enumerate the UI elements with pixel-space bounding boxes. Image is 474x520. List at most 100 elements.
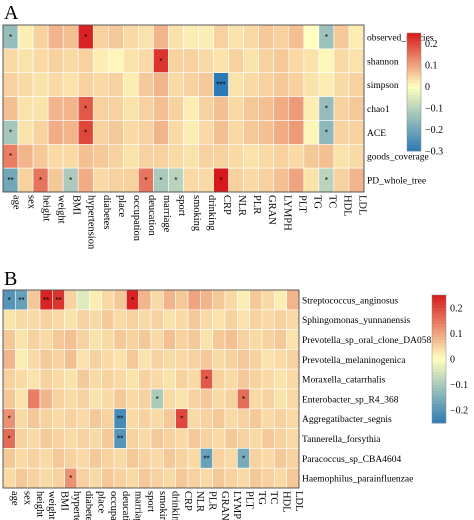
heatmap-cell <box>249 349 263 370</box>
heatmap-cell <box>333 96 350 121</box>
heatmap-cell <box>47 72 64 97</box>
heatmap-cell <box>228 120 244 145</box>
heatmap-cell <box>27 289 41 311</box>
heatmap-cell <box>101 309 115 330</box>
heatmap-cell <box>47 24 64 50</box>
heatmap-cell <box>32 24 49 50</box>
heatmap-cell <box>258 167 275 193</box>
heatmap-cell <box>274 467 287 489</box>
heatmap-cell <box>123 96 139 121</box>
heatmap-cell <box>92 24 109 50</box>
heatmap-cell <box>249 309 263 330</box>
x-tick-label: GRAN <box>266 195 277 225</box>
heatmap-cell <box>113 349 127 370</box>
heatmap-cell <box>286 289 300 311</box>
heatmap-cell <box>17 96 34 121</box>
heatmap-cell <box>183 48 199 74</box>
colorbar-segment <box>432 378 446 382</box>
heatmap-cell <box>101 349 115 370</box>
heatmap-cell <box>212 349 226 370</box>
heatmap-cell <box>17 48 34 74</box>
x-tick-label: hypertension <box>71 491 82 520</box>
colorbar-segment <box>432 381 446 385</box>
heatmap-cell <box>303 167 320 193</box>
heatmap-cell <box>47 120 64 145</box>
colorbar-segment <box>407 133 421 137</box>
heatmap-cell <box>64 368 78 390</box>
heatmap-cell <box>27 329 41 350</box>
heatmap-cell <box>123 167 139 193</box>
colorbar-segment <box>407 92 421 96</box>
significance-mark: ** <box>55 296 61 305</box>
heatmap-cell <box>163 448 176 469</box>
significance-mark: * <box>131 296 134 305</box>
heatmap-cell <box>153 96 169 121</box>
heatmap-cell <box>303 72 320 97</box>
heatmap-cell <box>2 388 16 410</box>
heatmap-cell <box>52 448 65 469</box>
colorbar-tick-label: 0 <box>425 82 430 93</box>
heatmap-cell <box>77 167 94 193</box>
x-tick-label: BMI <box>59 491 70 511</box>
heatmap-cell <box>243 24 260 50</box>
heatmap-cell <box>113 467 127 489</box>
colorbar-segment <box>432 375 446 379</box>
colorbar-segment <box>407 65 421 69</box>
y-tick-label: Sphingomonas_yunnanensis <box>302 316 410 326</box>
heatmap-frame <box>2 24 365 193</box>
heatmap-cell <box>126 329 139 350</box>
heatmap-cell <box>150 408 164 429</box>
colorbar-segment <box>432 362 446 366</box>
heatmap-cell <box>113 289 127 311</box>
colorbar-segment <box>432 387 446 392</box>
heatmap-cell <box>187 428 201 449</box>
heatmap-cell <box>89 368 102 390</box>
x-tick-label: smoking <box>157 491 168 520</box>
heatmap-cell <box>138 309 152 330</box>
heatmap-cell <box>163 368 176 390</box>
heatmap-cell <box>187 349 201 370</box>
heatmap-cell <box>52 428 65 449</box>
x-tick-label: weight <box>56 195 67 224</box>
heatmap-cell <box>150 329 164 350</box>
heatmap-cell <box>101 388 115 410</box>
heatmap-cell <box>76 448 90 469</box>
x-tick-label: CRP <box>221 195 232 215</box>
heatmap-cell <box>64 289 78 311</box>
heatmap-cell <box>348 120 365 145</box>
x-tick-label: weight <box>46 491 57 520</box>
heatmap-cell <box>2 448 16 469</box>
colorbar-segment <box>432 307 446 312</box>
heatmap-cell <box>76 309 90 330</box>
heatmap-cell <box>273 72 290 97</box>
heatmap-cell <box>333 72 350 97</box>
colorbar-segment <box>407 109 421 114</box>
heatmap-cell <box>198 72 214 97</box>
colorbar-segment <box>407 62 421 66</box>
heatmap-cell <box>303 96 320 121</box>
colorbar-segment <box>407 139 421 143</box>
colorbar-segment <box>407 124 421 128</box>
x-tick-label: drinking <box>170 491 181 520</box>
colorbar-segment <box>407 106 421 111</box>
heatmap-cell <box>163 388 176 410</box>
heatmap-cell <box>163 329 176 350</box>
colorbar-segment <box>432 311 446 315</box>
colorbar-tick-label: 0.1 <box>425 61 438 72</box>
heatmap-cell <box>274 309 287 330</box>
heatmap-cell <box>32 72 49 97</box>
heatmap-cell <box>198 120 214 145</box>
heatmap-cell <box>348 48 365 74</box>
significance-mark: * <box>220 176 223 185</box>
heatmap-cell <box>183 143 199 169</box>
heatmap-cell <box>288 24 305 50</box>
heatmap-cell <box>77 48 94 74</box>
x-tick-label: NLR <box>194 491 205 512</box>
heatmap-cell <box>89 408 102 429</box>
colorbar-segment <box>432 323 446 328</box>
heatmap-cell <box>224 289 238 311</box>
x-tick-label: occupation <box>108 491 119 520</box>
heatmap-cell <box>47 143 64 169</box>
heatmap-frame <box>2 289 300 489</box>
colorbar-segment <box>432 301 446 305</box>
